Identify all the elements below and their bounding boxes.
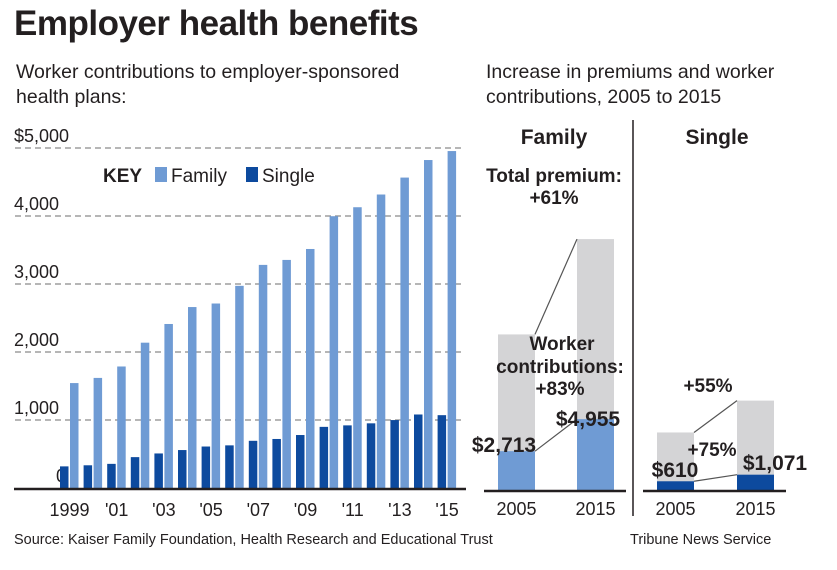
credit: Tribune News Service	[630, 532, 772, 548]
y-tick-label: $5,000	[14, 126, 69, 146]
legend-swatch-family	[155, 167, 167, 182]
bar-single-2013	[390, 420, 399, 488]
x-tick-label: '03	[152, 500, 175, 520]
right-subtitle: Increase in premiums and worker contribu…	[486, 60, 774, 110]
premium-connector-family	[534, 238, 578, 335]
legend-label-single: Single	[262, 166, 315, 187]
bar-family-2007	[258, 264, 268, 488]
worker-contributions-change: +83%	[535, 379, 584, 400]
bar-family-1999	[70, 383, 79, 488]
left-subtitle: Worker contributions to employer-sponsor…	[16, 60, 399, 110]
value-label-single-2005: $610	[652, 459, 699, 482]
worker-contributions-label: contributions:	[496, 357, 624, 378]
right-subtitle-line-2: contributions, 2005 to 2015	[486, 86, 722, 108]
contribution-bar-family-2005	[498, 451, 535, 490]
total-premium-label: Total premium:	[486, 166, 622, 187]
contribution-bar-single-2005	[657, 481, 694, 490]
source-note: Source: Kaiser Family Foundation, Health…	[14, 532, 493, 548]
panel-title-family: Family	[521, 126, 588, 149]
bar-family-2012	[376, 194, 386, 488]
bar-family-2005	[211, 303, 221, 488]
x-tick-label: '09	[294, 500, 317, 520]
bar-single-2007	[248, 440, 258, 488]
x-tick-label: 2015	[575, 499, 615, 519]
legend-key-label: KEY	[103, 166, 142, 187]
x-tick-label: '05	[199, 500, 222, 520]
single-contribution-change: +75%	[687, 440, 736, 461]
contribution-bar-family-2015	[577, 419, 614, 490]
value-label-family-2005: $2,713	[472, 434, 536, 457]
bar-family-2000	[93, 377, 103, 488]
bar-family-2015	[447, 151, 457, 488]
x-tick-label: 1999	[49, 500, 89, 520]
bar-single-2010	[319, 426, 329, 488]
bar-single-2008	[272, 438, 281, 488]
x-tick-label: '15	[435, 500, 458, 520]
bar-single-2005	[201, 446, 211, 488]
bar-single-2002	[130, 457, 140, 488]
worker-contributions-label: Worker	[529, 334, 595, 355]
bar-single-2014	[414, 414, 423, 488]
premium-bar-single-2005	[657, 432, 694, 490]
y-tick-label: 1,000	[14, 398, 59, 418]
x-tick-label: 2005	[655, 499, 695, 519]
page-title: Employer health benefits	[14, 4, 419, 43]
x-tick-label: '07	[247, 500, 270, 520]
bar-family-2006	[235, 285, 244, 488]
bar-single-2003	[154, 453, 163, 488]
x-tick-label: '01	[105, 500, 128, 520]
x-tick-label: '11	[342, 500, 364, 520]
bar-family-2004	[188, 307, 197, 488]
right-subtitle-line-1: Increase in premiums and worker	[486, 61, 775, 83]
x-tick-label: 2015	[735, 499, 775, 519]
bar-family-2001	[117, 366, 126, 488]
premium-connector-single	[693, 400, 738, 433]
bar-single-2001	[107, 463, 116, 488]
x-tick-label: '13	[388, 500, 411, 520]
bar-single-2000	[83, 465, 93, 488]
bar-family-2013	[400, 177, 409, 488]
legend-swatch-single	[246, 167, 258, 182]
y-tick-label: 3,000	[14, 262, 59, 282]
bar-family-2002	[140, 342, 150, 488]
y-tick-label: 4,000	[14, 194, 59, 214]
bar-single-2004	[178, 450, 187, 488]
bar-family-2010	[329, 216, 339, 489]
contribution-bar-single-2015	[737, 474, 774, 490]
bar-single-2006	[225, 445, 234, 488]
bar-single-1999	[60, 466, 69, 488]
bar-family-2008	[282, 259, 291, 488]
bar-single-2015	[437, 415, 447, 488]
bar-single-2012	[366, 423, 376, 488]
contribution-connector-single	[693, 474, 738, 482]
total-premium-change: +61%	[529, 188, 578, 209]
bar-single-2009	[296, 435, 305, 488]
bar-single-2011	[343, 425, 352, 488]
left-subtitle-line-2: health plans:	[16, 86, 127, 108]
value-label-family-2015: $4,955	[556, 408, 621, 431]
left-subtitle-line-1: Worker contributions to employer-sponsor…	[16, 61, 400, 83]
bar-family-2011	[353, 207, 362, 488]
contribution-connector-family	[534, 418, 578, 452]
bar-family-2009	[306, 248, 315, 488]
bar-family-2003	[164, 323, 173, 488]
x-tick-label: 2005	[496, 499, 536, 519]
y-tick-label: 2,000	[14, 330, 59, 350]
legend-label-family: Family	[171, 166, 227, 187]
single-premium-change: +55%	[683, 376, 732, 397]
panel-title-single: Single	[685, 126, 748, 149]
bar-family-2014	[424, 160, 433, 488]
value-label-single-2015: $1,071	[743, 452, 808, 475]
